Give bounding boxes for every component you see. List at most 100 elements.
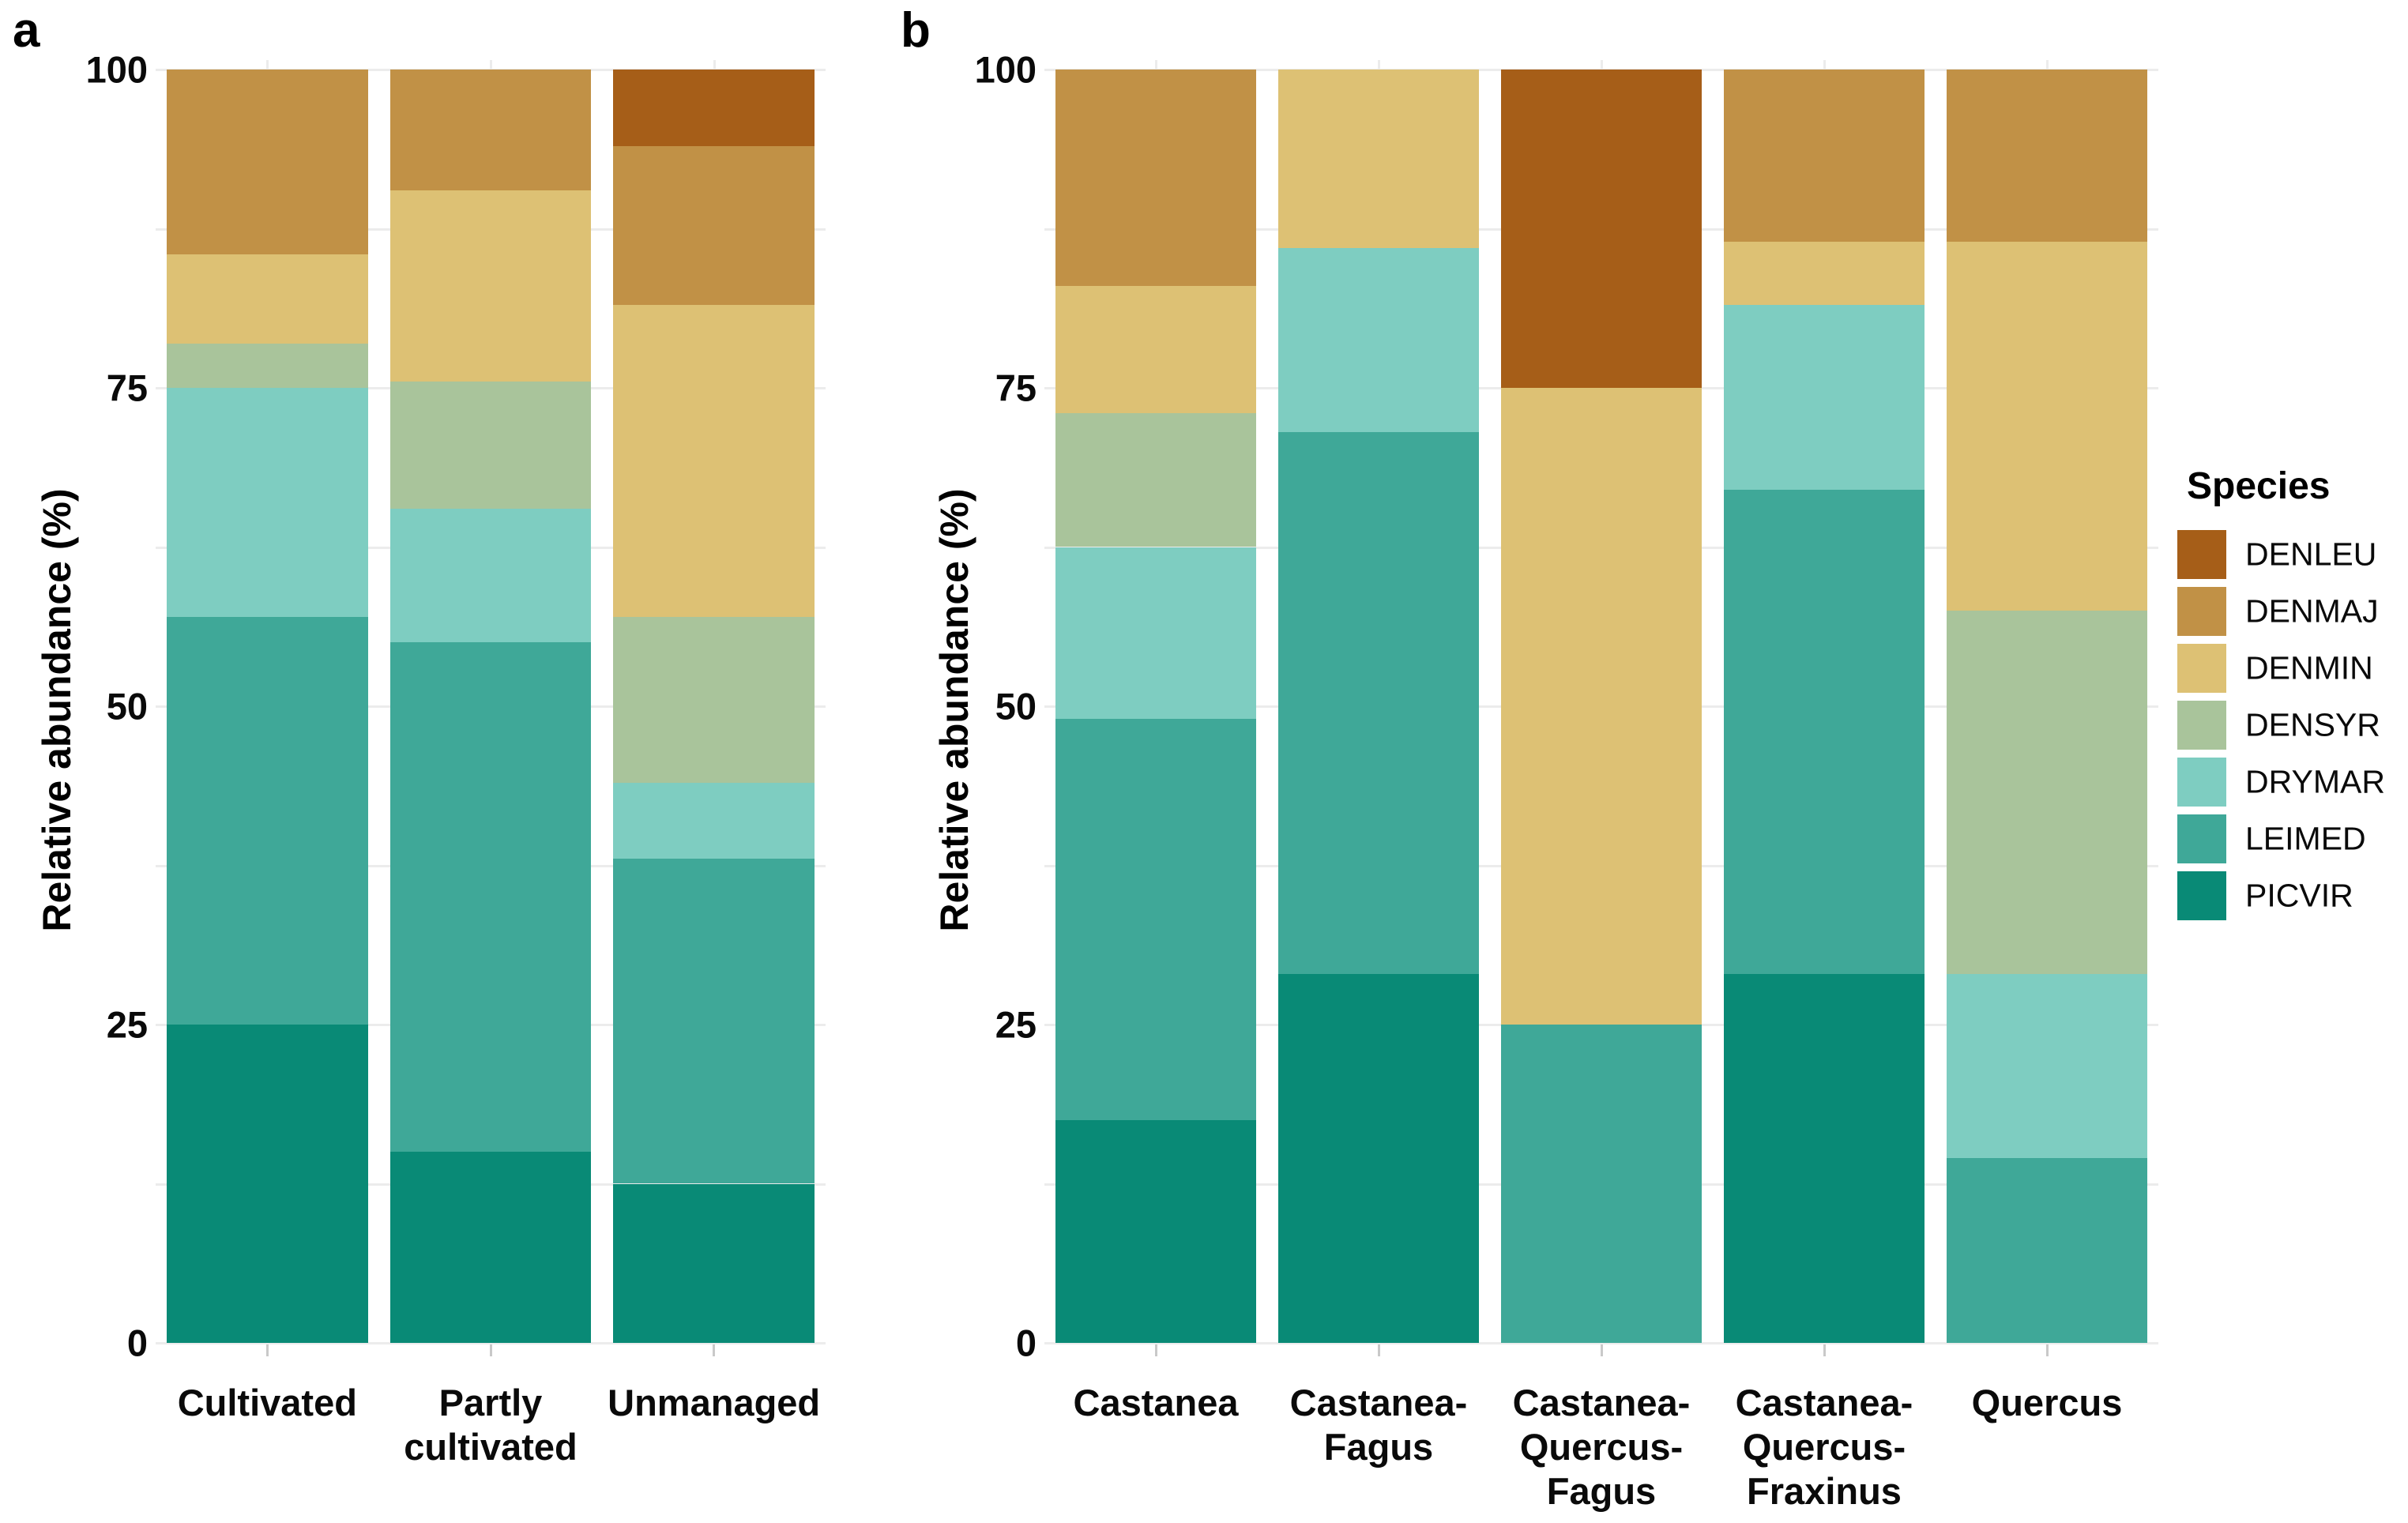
x-category-label: Castanea- Quercus- Fraxinus — [1735, 1382, 1913, 1512]
picvir-swatch — [2177, 871, 2226, 920]
denleu-swatch — [2177, 530, 2226, 579]
y-tick-label-50: 50 — [106, 685, 148, 728]
bar-segment-denmaj — [167, 70, 368, 254]
bar-segment-leimed — [1501, 1025, 1702, 1343]
bar-segment-drymar — [1278, 247, 1479, 433]
x-tick-mark — [1823, 1344, 1826, 1356]
x-tick-mark — [1600, 1344, 1603, 1356]
leimed-swatch — [2177, 814, 2226, 863]
stacked-bar-quercus — [1947, 60, 2147, 1343]
bar-segment-picvir — [1278, 973, 1479, 1343]
bar-segment-denmaj — [1724, 70, 1925, 242]
legend-item-label: DENMAJ — [2245, 592, 2379, 630]
bar-segment-denmin — [1947, 241, 2147, 611]
bar-segment-drymar — [1947, 973, 2147, 1159]
y-tick-label-50: 50 — [995, 685, 1037, 728]
bar-segment-picvir — [389, 1152, 592, 1343]
legend-item-label: DENMIN — [2245, 649, 2373, 686]
denmin-swatch — [2177, 644, 2226, 693]
stacked-bar-unmanaged — [613, 60, 815, 1343]
bar-segment-densyr — [389, 381, 592, 510]
bar-segment-denmin — [1724, 241, 1925, 306]
bar-segment-denmin — [389, 190, 592, 382]
stacked-bar-castanea--quercus--fraxinus — [1724, 60, 1925, 1343]
x-category-label: Partly cultivated — [404, 1382, 578, 1468]
x-category-label: Castanea- Quercus- Fagus — [1512, 1382, 1691, 1512]
stacked-bar-partly-cultivated — [389, 60, 592, 1343]
bar-segment-drymar — [167, 388, 368, 618]
legend-item-label: DENSYR — [2245, 706, 2380, 743]
panel-b-letter: b — [901, 3, 931, 58]
bar-segment-leimed — [389, 642, 592, 1153]
x-tick-mark — [713, 1344, 716, 1356]
y-tick-label-0: 0 — [1015, 1322, 1037, 1364]
legend-item-label: DRYMAR — [2245, 763, 2385, 800]
bar-segment-drymar — [1724, 305, 1925, 490]
y-tick-label-100: 100 — [974, 48, 1037, 91]
x-category-label: Cultivated — [177, 1382, 357, 1423]
x-category-label: Quercus — [1971, 1382, 2123, 1423]
bar-segment-denmaj — [613, 145, 815, 306]
panel-a-letter: a — [13, 3, 40, 58]
y-tick-label-75: 75 — [106, 367, 148, 409]
x-category-label: Castanea- Fagus — [1289, 1382, 1468, 1468]
bar-segment-leimed — [613, 859, 815, 1184]
x-tick-mark — [2045, 1344, 2049, 1356]
x-category-label: Unmanaged — [608, 1382, 821, 1423]
bar-segment-picvir — [613, 1183, 815, 1343]
bar-segment-drymar — [389, 509, 592, 643]
bar-segment-drymar — [1055, 547, 1256, 720]
bar-segment-denmin — [167, 254, 368, 344]
y-tick-label-25: 25 — [106, 1003, 148, 1046]
bar-segment-denmin — [1501, 388, 1702, 1025]
bar-segment-drymar — [613, 782, 815, 859]
legend-item-denleu: DENLEU — [2177, 530, 2406, 579]
y-tick-label-25: 25 — [995, 1003, 1037, 1046]
bar-segment-denleu — [613, 70, 815, 146]
stacked-bar-castanea--fagus — [1278, 60, 1479, 1343]
bar-segment-densyr — [167, 343, 368, 388]
stacked-bar-castanea--quercus--fagus — [1501, 60, 1702, 1343]
bar-segment-denmaj — [1947, 70, 2147, 242]
legend-item-densyr: DENSYR — [2177, 701, 2406, 750]
bar-segment-denmin — [613, 305, 815, 618]
y-tick-label-100: 100 — [85, 48, 148, 91]
stacked-bar-castanea — [1055, 60, 1256, 1343]
bar-segment-leimed — [1278, 432, 1479, 974]
bar-segment-denmaj — [1055, 70, 1256, 287]
x-tick-mark — [265, 1344, 269, 1356]
bar-segment-leimed — [1724, 489, 1925, 974]
bar-segment-picvir — [1724, 973, 1925, 1343]
bar-segment-picvir — [1055, 1119, 1256, 1343]
x-tick-mark — [489, 1344, 492, 1356]
bar-segment-denleu — [1501, 70, 1702, 388]
legend-item-denmin: DENMIN — [2177, 644, 2406, 693]
y-tick-label-0: 0 — [126, 1322, 148, 1364]
bar-segment-densyr — [613, 617, 815, 783]
stacked-bar-cultivated — [167, 60, 368, 1343]
bar-segment-leimed — [167, 617, 368, 1025]
drymar-swatch — [2177, 758, 2226, 807]
legend-item-label: DENLEU — [2245, 536, 2377, 573]
x-category-label: Castanea — [1073, 1382, 1239, 1423]
legend-item-label: LEIMED — [2245, 820, 2366, 857]
legend-item-leimed: LEIMED — [2177, 814, 2406, 863]
bar-segment-denmin — [1055, 286, 1256, 414]
bar-segment-denmin — [1278, 70, 1479, 248]
bar-segment-densyr — [1947, 611, 2147, 974]
bar-segment-leimed — [1055, 719, 1256, 1120]
legend-title: Species — [2187, 465, 2331, 507]
x-tick-mark — [1154, 1344, 1157, 1356]
densyr-swatch — [2177, 701, 2226, 750]
legend-item-picvir: PICVIR — [2177, 871, 2406, 920]
legend-item-drymar: DRYMAR — [2177, 758, 2406, 807]
legend-item-denmaj: DENMAJ — [2177, 587, 2406, 636]
legend-item-label: PICVIR — [2245, 877, 2353, 914]
bar-segment-leimed — [1947, 1158, 2147, 1343]
x-tick-mark — [1377, 1344, 1380, 1356]
y-tick-label-75: 75 — [995, 367, 1037, 409]
bar-segment-densyr — [1055, 413, 1256, 547]
bar-segment-picvir — [167, 1025, 368, 1343]
bar-segment-denmaj — [389, 70, 592, 191]
